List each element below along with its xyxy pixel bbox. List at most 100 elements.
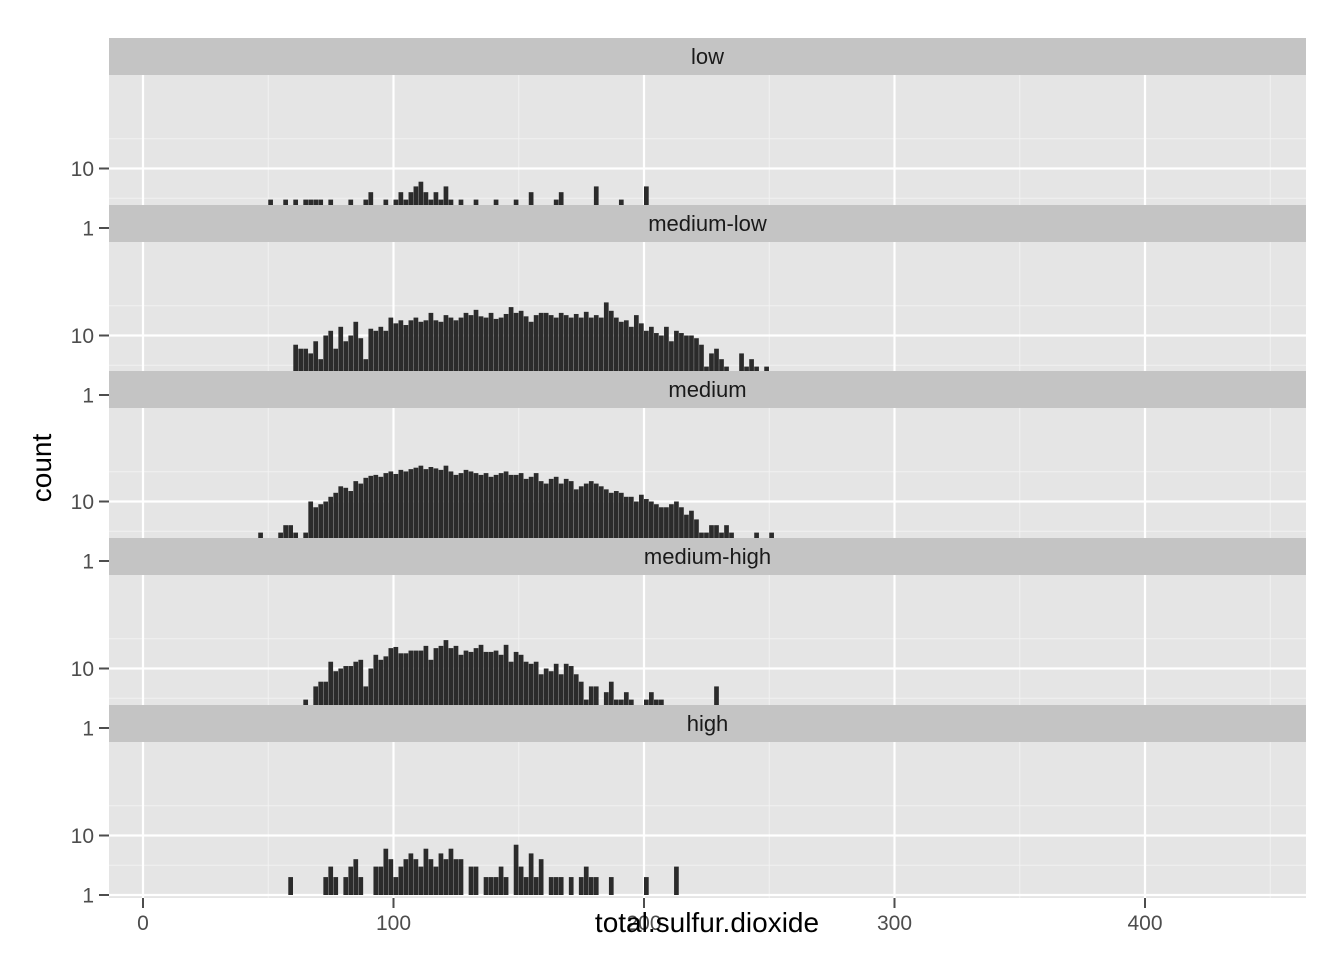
histogram-bar [583, 483, 589, 561]
histogram-bar [603, 302, 609, 395]
histogram-bar [563, 478, 569, 561]
histogram-bar [523, 877, 529, 895]
histogram-bar [468, 866, 474, 895]
histogram-bar [483, 877, 489, 895]
histogram-bar [468, 471, 474, 561]
histogram-bar [358, 338, 364, 395]
histogram-bar [679, 507, 684, 561]
histogram-bar [458, 859, 464, 895]
histogram-bar [403, 325, 409, 395]
histogram-bar [428, 467, 434, 561]
x-tick-label: 400 [1127, 912, 1162, 935]
histogram-bar [423, 320, 429, 395]
histogram-bar [423, 645, 429, 728]
histogram-bar [438, 853, 444, 895]
histogram-bar [488, 476, 494, 561]
histogram-bar [498, 473, 504, 561]
histogram-bar [593, 877, 599, 895]
histogram-bar [318, 681, 324, 728]
histogram-bar [503, 877, 509, 895]
histogram-bar [348, 866, 354, 895]
histogram-bar [638, 323, 644, 395]
histogram-bar [388, 317, 394, 395]
facet-panels: low 1 10 medium-low 1 10 medium 1 10 medium-high 1… [71, 38, 1306, 908]
histogram-bar [293, 344, 299, 395]
histogram-bar [408, 853, 414, 895]
histogram-bar [333, 671, 339, 728]
histogram-bar [398, 320, 404, 395]
histogram-bar [323, 681, 329, 728]
histogram-bar [328, 330, 334, 395]
histogram-bar [453, 474, 459, 561]
histogram-bar [428, 859, 434, 895]
histogram-bar [538, 674, 544, 728]
histogram-bar [644, 330, 649, 395]
histogram-bar [644, 877, 649, 895]
histogram-bar [659, 507, 664, 561]
histogram-bar [578, 486, 584, 561]
y-tick-label: 1 [82, 385, 94, 408]
facet-strip [109, 371, 1306, 408]
histogram-bar [323, 335, 329, 395]
histogram-bar [553, 476, 559, 561]
histogram-bar [563, 315, 569, 395]
histogram-bar [488, 877, 494, 895]
histogram-bar [433, 320, 439, 395]
histogram-bar [328, 496, 334, 561]
histogram-bar [513, 312, 519, 395]
histogram-bar [533, 473, 539, 561]
histogram-bar [418, 181, 424, 228]
histogram-bar [373, 866, 379, 895]
histogram-bar [423, 469, 429, 561]
histogram-bar [533, 877, 539, 895]
histogram-bar [353, 481, 359, 561]
histogram-bar [468, 315, 474, 395]
histogram-bar [583, 311, 589, 395]
histogram-bar [393, 323, 399, 395]
facet-strip [109, 705, 1306, 742]
histogram-bar [328, 866, 334, 895]
histogram-bar [378, 326, 384, 395]
histogram-bar [368, 475, 374, 561]
histogram-bar [689, 335, 694, 395]
histogram-bar [438, 321, 444, 395]
histogram-bar [488, 651, 494, 728]
histogram-bar [568, 481, 574, 561]
histogram-bar [403, 471, 409, 561]
histogram-bar [403, 859, 409, 895]
histogram-bar [378, 476, 384, 561]
histogram-bar [383, 848, 389, 895]
histogram-bar [553, 663, 559, 728]
histogram-bar [503, 471, 509, 561]
histogram-bar [644, 499, 649, 561]
histogram-bar [288, 877, 293, 895]
histogram-bar [378, 866, 384, 895]
histogram-bar [568, 877, 574, 895]
histogram-bar [508, 307, 514, 395]
histogram-bar [388, 648, 394, 728]
histogram-bar [448, 317, 454, 395]
histogram-bar [373, 474, 379, 561]
histogram-bar [568, 666, 574, 728]
histogram-bar [328, 661, 334, 728]
histogram-bar [438, 645, 444, 728]
histogram-bar [468, 651, 474, 728]
y-tick-label: 1 [82, 718, 94, 741]
histogram-bar [358, 877, 364, 895]
histogram-bar [674, 330, 679, 395]
histogram-bar [618, 492, 624, 561]
histogram-bar [493, 877, 499, 895]
histogram-bar [503, 644, 509, 728]
x-axis-title: total.sulfur.dioxide [595, 907, 819, 938]
histogram-bar [628, 326, 634, 395]
histogram-bar [418, 465, 424, 561]
histogram-bar [518, 866, 524, 895]
histogram-bar [478, 644, 484, 728]
histogram-bar [553, 317, 559, 395]
histogram-bar [608, 681, 614, 728]
facet-strip-label: medium-high [644, 544, 771, 569]
histogram-bar [674, 501, 679, 561]
y-tick-label: 1 [82, 551, 94, 574]
x-tick-label: 0 [137, 912, 149, 935]
